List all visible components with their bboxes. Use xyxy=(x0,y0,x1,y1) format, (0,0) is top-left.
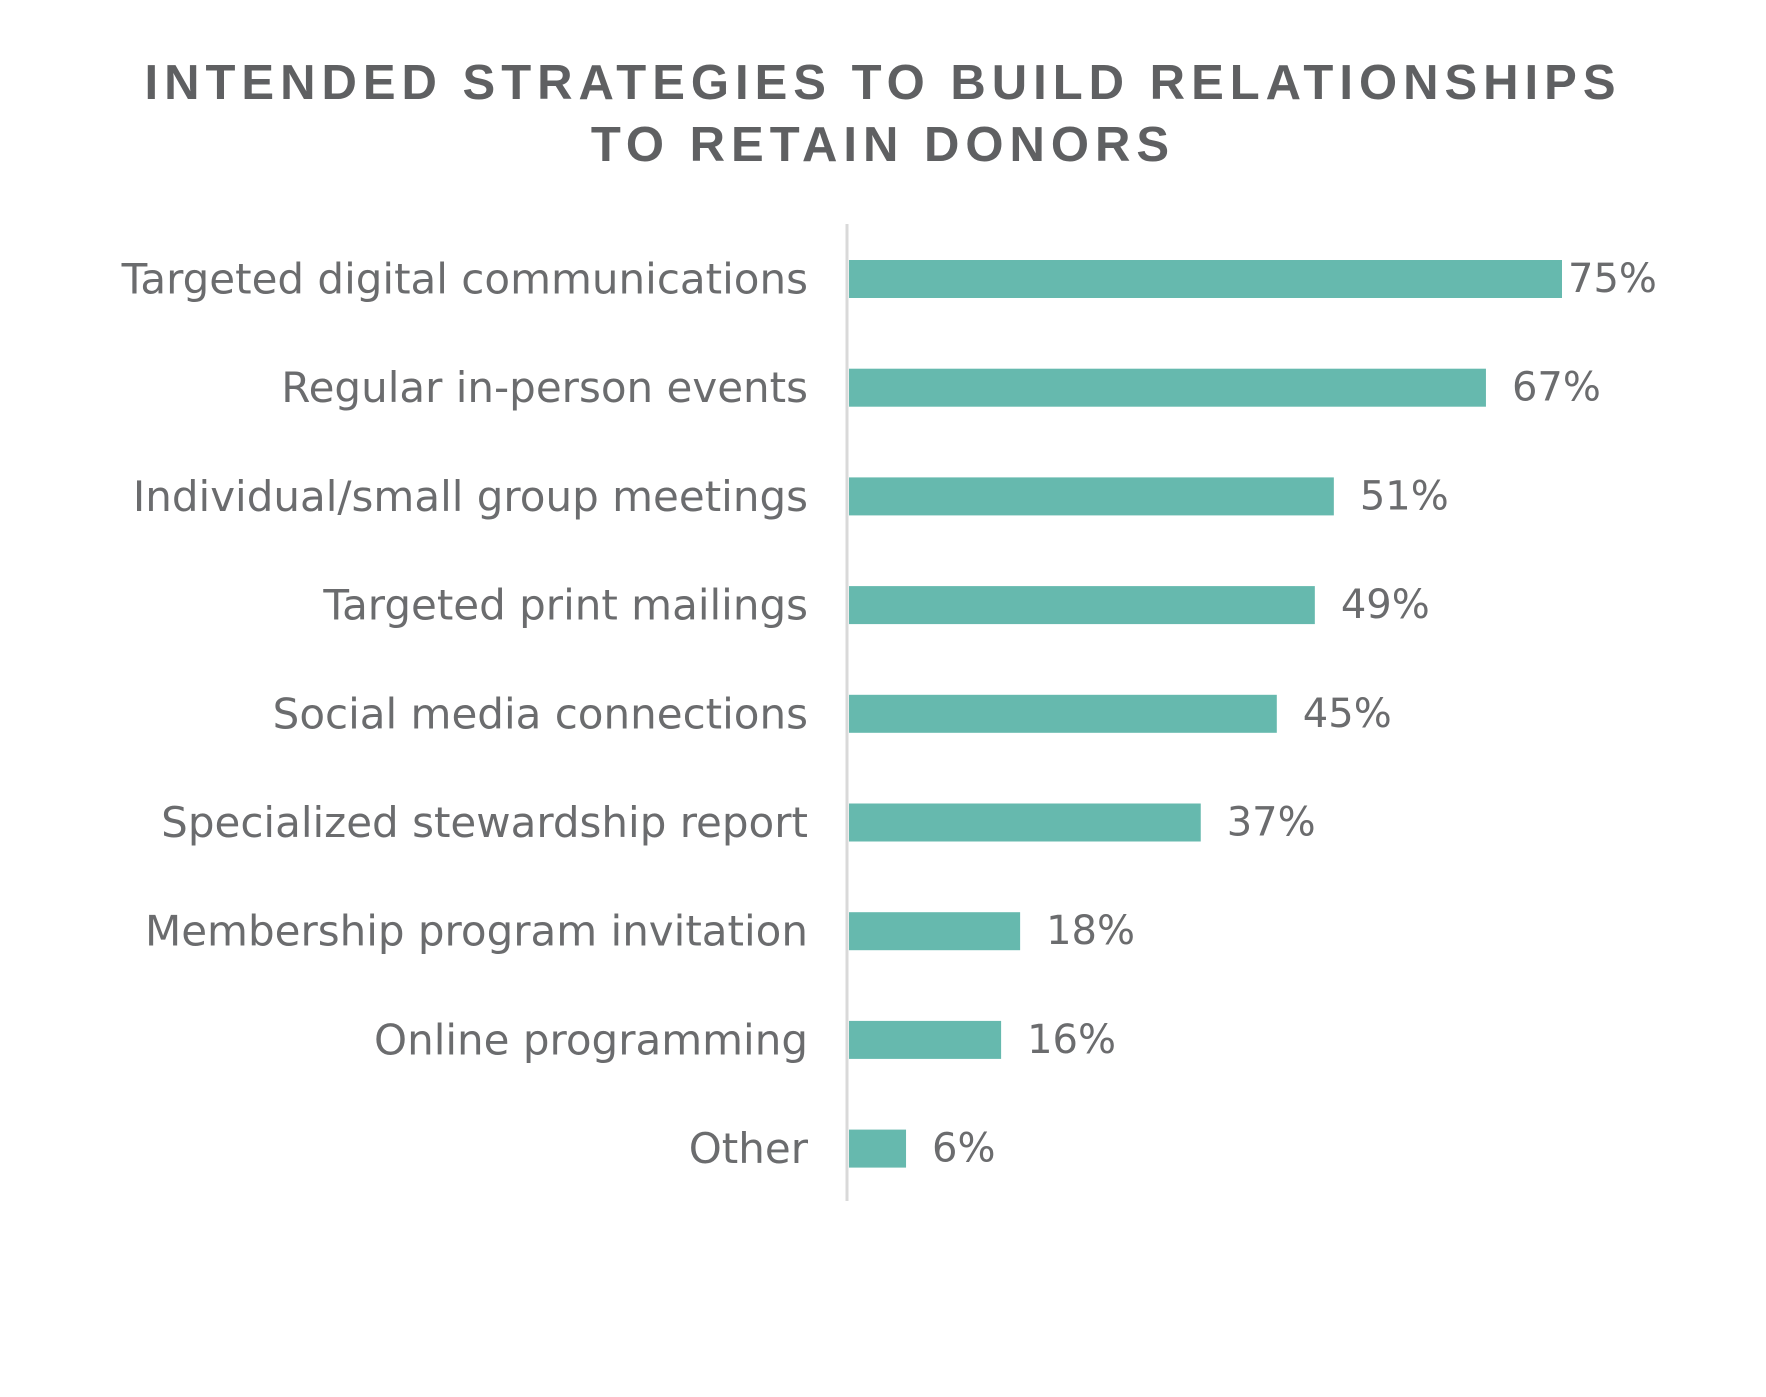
category-label: Regular in-person events xyxy=(281,363,808,412)
value-label: 37% xyxy=(1227,800,1316,846)
bars-group: Targeted digital communications 75% Regula… xyxy=(121,255,1657,1174)
value-label: 16% xyxy=(1027,1017,1116,1063)
category-label: Other xyxy=(689,1124,809,1173)
category-label: Targeted print mailings xyxy=(322,581,808,630)
bar xyxy=(849,260,1562,298)
bar xyxy=(849,912,1021,951)
bar xyxy=(849,477,1334,516)
value-label: 75% xyxy=(1568,256,1657,302)
value-label: 51% xyxy=(1360,473,1449,519)
value-label: 49% xyxy=(1341,582,1430,628)
category-label: Membership program invitation xyxy=(145,907,808,956)
bar xyxy=(849,586,1315,625)
category-label: Specialized stewardship report xyxy=(161,798,808,847)
category-label: Social media connections xyxy=(273,689,808,738)
category-label: Targeted digital communications xyxy=(121,255,808,304)
bar xyxy=(849,694,1277,733)
bar xyxy=(849,1129,907,1168)
value-label: 45% xyxy=(1303,691,1392,737)
value-label: 18% xyxy=(1046,908,1135,954)
chart-title: INTENDED STRATEGIES TO BUILD RELATIONSHI… xyxy=(0,52,1766,176)
bar xyxy=(849,803,1201,842)
bar xyxy=(849,1020,1002,1059)
category-label: Online programming xyxy=(374,1015,808,1064)
chart-title-line-1: INTENDED STRATEGIES TO BUILD RELATIONSHI… xyxy=(144,56,1622,110)
bar xyxy=(849,368,1486,407)
value-label: 6% xyxy=(932,1126,995,1172)
category-label: Individual/small group meetings xyxy=(133,472,808,521)
value-label: 67% xyxy=(1512,365,1601,411)
chart-title-line-2: TO RETAIN DONORS xyxy=(590,118,1176,172)
